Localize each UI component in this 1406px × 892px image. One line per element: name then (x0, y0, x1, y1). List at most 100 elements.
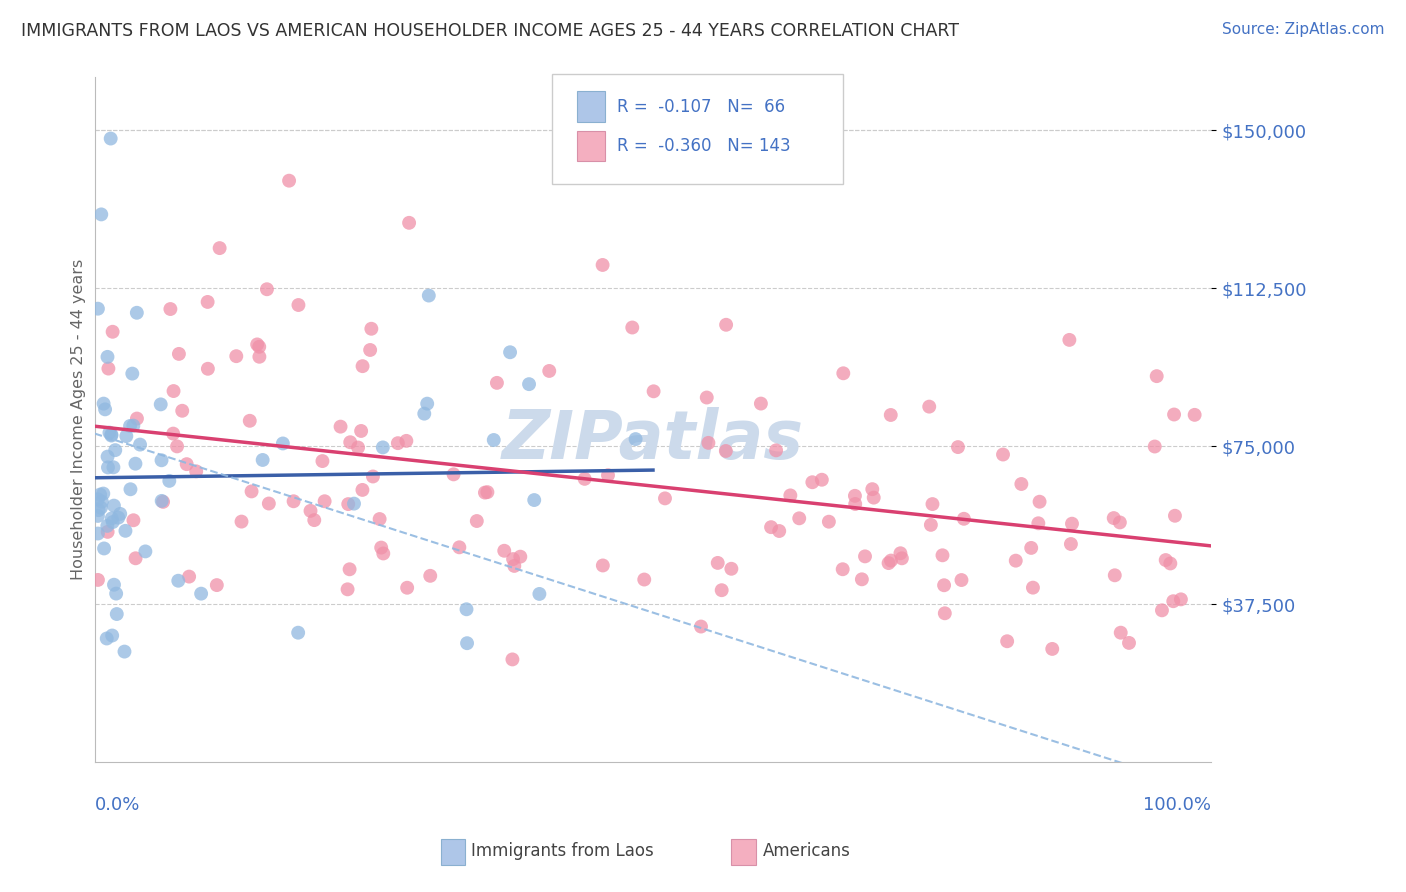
Point (1161, 594, 1184, 608)
Point (474, 485, 496, 500)
Point (502, 552, 524, 566)
Point (167, 347, 190, 361)
Point (880, 408, 903, 422)
Point (339, 562, 361, 576)
Point (90, 207, 112, 221)
Point (96, 632, 118, 646)
Point (624, 432, 647, 446)
Point (1143, 440, 1166, 454)
Point (100, 428, 122, 442)
Point (360, 322, 382, 336)
Point (1118, 636, 1140, 650)
Point (103, 499, 125, 513)
Point (482, 433, 505, 447)
Point (352, 483, 374, 497)
Point (368, 512, 391, 526)
Point (179, 569, 201, 583)
Point (336, 582, 359, 597)
Point (501, 652, 523, 666)
Point (114, 644, 136, 658)
Point (889, 546, 911, 560)
Point (920, 517, 942, 532)
Point (396, 581, 419, 595)
Point (1150, 603, 1173, 617)
Point (152, 495, 174, 509)
Point (100, 511, 122, 525)
Point (287, 298, 309, 312)
Point (90, 494, 112, 508)
Point (643, 384, 665, 399)
Point (271, 436, 294, 450)
Point (246, 337, 269, 351)
Point (252, 453, 274, 467)
Text: IMMIGRANTS FROM LAOS VS AMERICAN HOUSEHOLDER INCOME AGES 25 - 44 YEARS CORRELATI: IMMIGRANTS FROM LAOS VS AMERICAN HOUSEHO… (21, 22, 959, 40)
Point (877, 556, 900, 570)
Point (1060, 537, 1083, 551)
Point (1146, 369, 1168, 384)
Point (932, 578, 955, 592)
Point (749, 396, 772, 410)
Point (97, 450, 120, 464)
Point (419, 569, 441, 583)
Point (256, 282, 278, 296)
Point (343, 497, 366, 511)
Point (176, 457, 198, 471)
Point (787, 511, 810, 525)
Point (162, 384, 184, 398)
Point (157, 474, 180, 488)
Point (94, 402, 117, 417)
Point (1170, 592, 1192, 607)
Point (103, 460, 125, 475)
Point (696, 391, 718, 405)
Point (1059, 333, 1081, 347)
Point (950, 573, 973, 587)
Point (831, 562, 853, 576)
Point (538, 364, 561, 378)
Point (122, 513, 145, 527)
Point (633, 573, 655, 587)
Point (844, 489, 866, 503)
Point (931, 549, 953, 563)
Point (418, 288, 440, 302)
Point (87, 526, 110, 541)
Point (918, 400, 941, 414)
Text: R =  -0.107   N=  66: R = -0.107 N= 66 (617, 98, 786, 116)
Point (523, 493, 546, 508)
Bar (731, 838, 756, 865)
Text: 100.0%: 100.0% (1143, 797, 1212, 814)
Point (225, 349, 247, 363)
Point (134, 544, 156, 558)
Point (205, 578, 228, 592)
Point (87, 301, 110, 316)
Point (1164, 508, 1187, 523)
Point (574, 472, 596, 486)
Point (499, 345, 522, 359)
Text: R =  -0.360   N= 143: R = -0.360 N= 143 (617, 136, 792, 155)
Point (100, 131, 122, 145)
Point (304, 513, 326, 527)
Point (91, 486, 114, 500)
Point (197, 361, 219, 376)
Point (456, 636, 478, 650)
Point (122, 418, 145, 433)
Point (853, 549, 876, 564)
Point (257, 496, 280, 510)
Point (1004, 554, 1026, 568)
Point (337, 497, 360, 511)
Text: Immigrants from Laos: Immigrants from Laos (471, 842, 654, 860)
Point (890, 551, 912, 566)
Point (529, 587, 551, 601)
Point (247, 350, 270, 364)
Point (150, 453, 173, 467)
Point (166, 439, 188, 453)
Point (921, 497, 943, 511)
Point (953, 512, 976, 526)
Point (96, 519, 118, 533)
Point (93, 396, 115, 410)
Point (121, 367, 143, 381)
Point (283, 494, 305, 508)
Point (105, 607, 128, 621)
Point (287, 625, 309, 640)
Point (1104, 568, 1126, 582)
Point (1022, 581, 1045, 595)
